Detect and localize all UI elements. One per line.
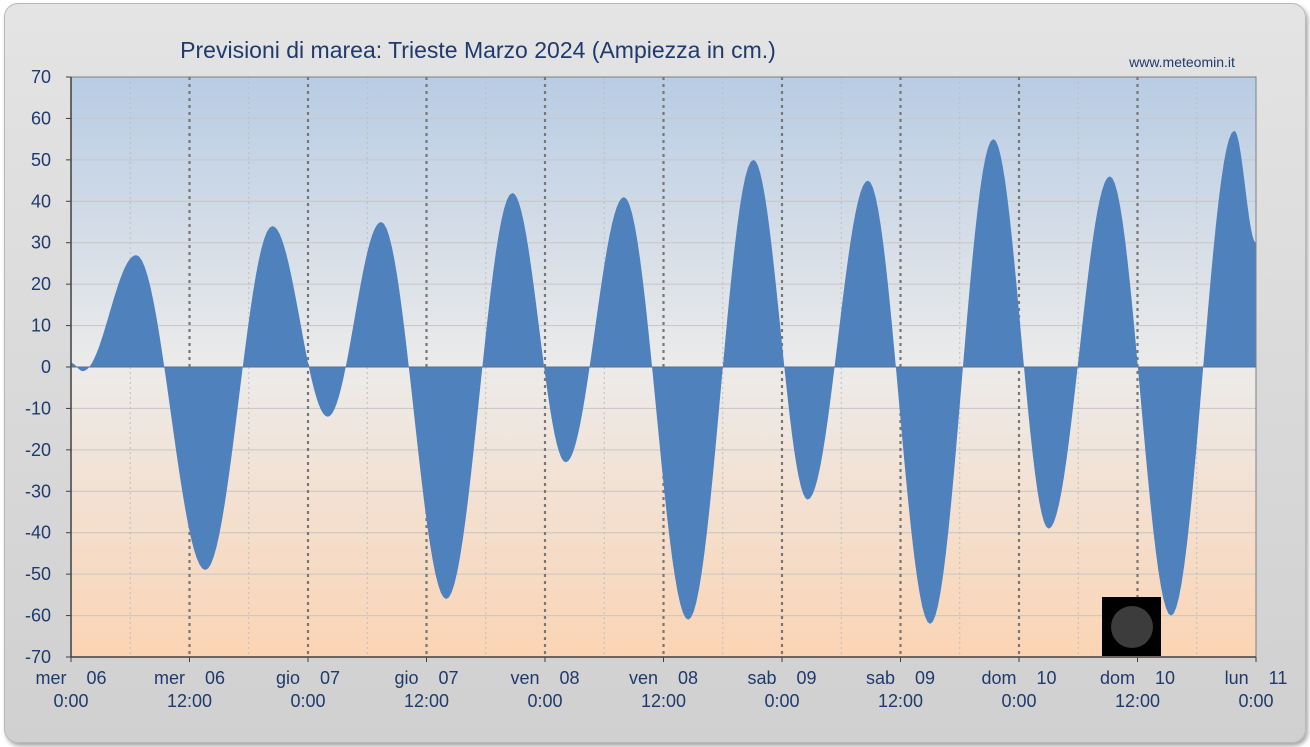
tide-area [71, 130, 1256, 624]
x-tick-label-time: 12:00 [1115, 691, 1160, 711]
y-tick-label: -70 [25, 647, 51, 667]
x-tick-label-time: 0:00 [527, 691, 562, 711]
y-tick-label: 0 [41, 357, 51, 377]
x-tick-label-day: lun 11 [1225, 668, 1288, 688]
x-tick-label-time: 12:00 [878, 691, 923, 711]
x-tick-label-day: mer 06 [35, 668, 106, 688]
y-tick-label: 30 [31, 233, 51, 253]
source-label: www.meteomin.it [1128, 54, 1235, 70]
x-tick-label-time: 0:00 [290, 691, 325, 711]
moon-phase [1102, 597, 1161, 656]
x-tick-label-day: sab 09 [747, 668, 816, 688]
y-tick-label: -50 [25, 564, 51, 584]
y-tick-label: -60 [25, 606, 51, 626]
y-tick-label: -30 [25, 481, 51, 501]
x-tick-label-day: gio 07 [276, 668, 340, 688]
x-tick-label-time: 0:00 [764, 691, 799, 711]
x-tick-label-day: sab 09 [866, 668, 935, 688]
new-moon-icon [1111, 606, 1153, 648]
x-tick-label-day: ven 08 [510, 668, 579, 688]
x-tick-label-day: ven 08 [629, 668, 698, 688]
chart-title: Previsioni di marea: Trieste Marzo 2024 … [180, 37, 776, 63]
x-tick-label-time: 12:00 [641, 691, 686, 711]
x-tick-label-time: 0:00 [1001, 691, 1036, 711]
x-tick-label-day: dom 10 [981, 668, 1056, 688]
y-tick-label: -40 [25, 523, 51, 543]
y-tick-label: 40 [31, 191, 51, 211]
x-tick-label-time: 12:00 [167, 691, 212, 711]
x-tick-label-time: 0:00 [1238, 691, 1273, 711]
tide-series [71, 130, 1256, 624]
x-axis-ticks: mer 06 0:00 mer 06 12:00 gio 07 0:00 gio 07 12:… [35, 657, 1287, 711]
y-tick-label: -20 [25, 440, 51, 460]
y-tick-label: 70 [31, 67, 51, 87]
y-tick-label: -10 [25, 398, 51, 418]
x-tick-label-day: dom 10 [1100, 668, 1175, 688]
x-tick-label-time: 12:00 [404, 691, 449, 711]
y-tick-label: 60 [31, 108, 51, 128]
x-tick-label-day: gio 07 [394, 668, 458, 688]
y-axis-ticks: 70 60 50 40 30 20 10 0 -10 -20 -30 -40 -50 -60 -70 [25, 67, 71, 667]
x-tick-label-day: mer 06 [154, 668, 225, 688]
y-tick-label: 50 [31, 150, 51, 170]
y-tick-label: 10 [31, 316, 51, 336]
y-tick-label: 20 [31, 274, 51, 294]
x-tick-label-time: 0:00 [53, 691, 88, 711]
